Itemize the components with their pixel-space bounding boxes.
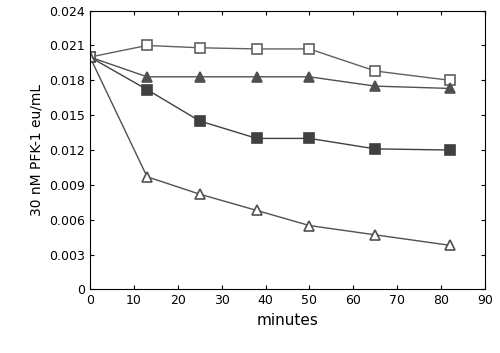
Y-axis label: 30 nM PFK-1 eu/mL: 30 nM PFK-1 eu/mL [30, 84, 44, 216]
X-axis label: minutes: minutes [256, 313, 318, 328]
